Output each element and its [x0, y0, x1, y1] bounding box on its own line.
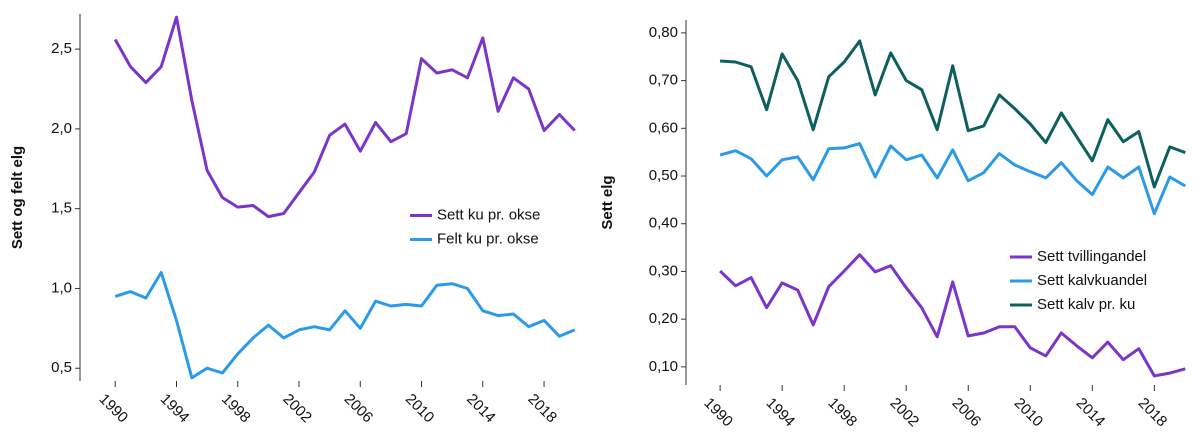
data-line	[719, 253, 1186, 378]
x-tick-label: 2002	[279, 391, 315, 427]
x-tick-label: 2010	[402, 391, 438, 427]
x-tick-label: 1998	[825, 395, 861, 431]
y-tick-label: 2,0	[51, 120, 72, 137]
x-tick-label: 2018	[524, 391, 560, 427]
y-axis-title: Sett og felt elg	[9, 146, 26, 249]
x-tick-label: 2006	[949, 395, 985, 431]
data-line	[720, 39, 1186, 189]
y-tick-label: 0,10	[649, 358, 678, 375]
y-tick-label: 2,5	[51, 40, 72, 57]
x-tick-label: 2006	[341, 391, 377, 427]
y-axis-title: Sett elg	[599, 175, 616, 229]
x-tick-label: 2014	[1073, 395, 1109, 431]
legend-label: Sett kalv pr. ku	[1037, 296, 1135, 313]
y-tick-label: 0,50	[649, 167, 678, 184]
y-tick-label: 1,0	[51, 279, 72, 296]
y-tick-label: 0,60	[649, 119, 678, 136]
legend-label: Sett kalvkuandel	[1037, 272, 1147, 289]
legend-label: Felt ku pr. okse	[437, 230, 539, 247]
x-tick-label: 1990	[700, 395, 736, 431]
data-line	[113, 15, 576, 219]
x-tick-label: 1990	[96, 391, 132, 427]
x-tick-label: 1994	[157, 391, 193, 427]
x-tick-label: 1998	[218, 391, 254, 427]
y-tick-label: 0,30	[649, 262, 678, 279]
y-tick-label: 0,20	[649, 310, 678, 327]
x-tick-label: 2014	[463, 391, 499, 427]
x-tick-label: 1994	[763, 395, 799, 431]
y-tick-label: 1,5	[51, 200, 72, 217]
x-tick-label: 2002	[887, 395, 923, 431]
data-line	[114, 271, 576, 380]
y-tick-label: 0,80	[649, 24, 678, 41]
legend: Sett tvillingandel Sett kalvkuandel Sett k…	[1010, 248, 1147, 313]
y-tick-label: 0,70	[649, 72, 678, 89]
legend: Sett ku pr. okse Felt ku pr. okse	[410, 206, 540, 247]
data-line	[719, 142, 1187, 216]
x-tick-label: 2018	[1135, 395, 1171, 431]
y-tick-label: 0,40	[649, 215, 678, 232]
legend-label: Sett ku pr. okse	[437, 206, 540, 223]
y-tick-label: 0,5	[51, 359, 72, 376]
x-tick-label: 2010	[1011, 395, 1047, 431]
legend-label: Sett tvillingandel	[1037, 248, 1146, 265]
